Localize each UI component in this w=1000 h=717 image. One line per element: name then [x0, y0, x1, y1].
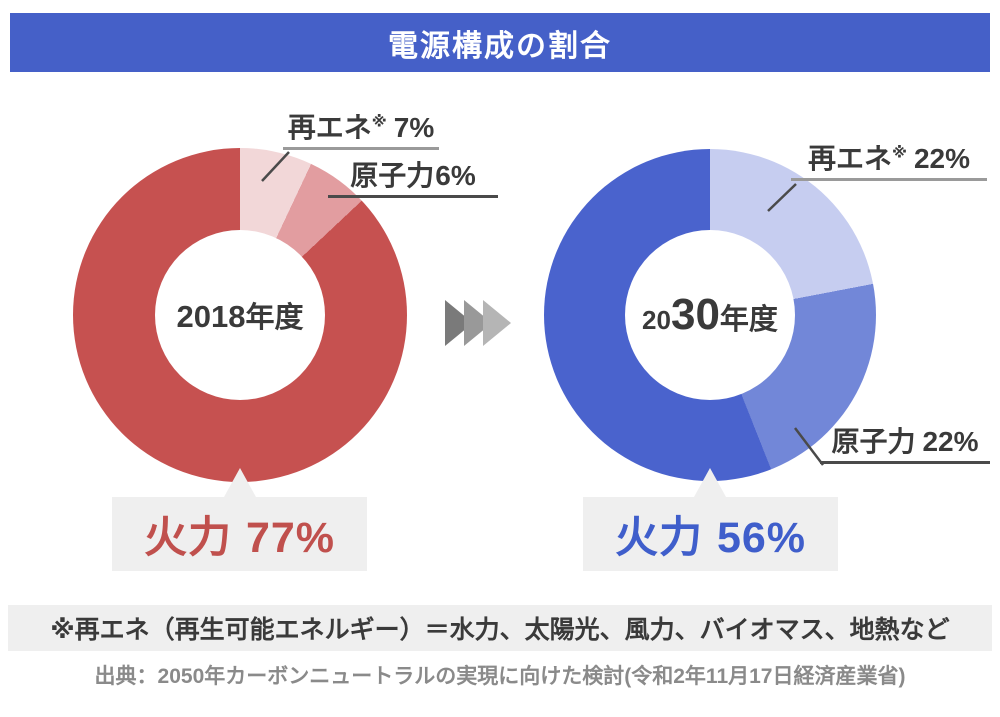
label-renewable-2018: 再エネ※ 7%	[283, 112, 439, 150]
callout-pointer-2018	[224, 468, 256, 497]
label-name: 原子力	[831, 426, 916, 457]
callout-pointer-2030	[694, 468, 726, 497]
center-label-2018: 2018年度	[177, 294, 304, 336]
center-label-2030: 2030年度	[642, 290, 778, 340]
label-value: 22%	[913, 143, 971, 174]
callout-thermal-2030: 火力 56%	[583, 497, 838, 571]
callout-value: 77%	[245, 514, 336, 562]
source-line: 出典：2050年カーボンニュートラルの実現に向けた検討(令和2年11月17日経済…	[0, 657, 1000, 693]
label-nuclear-2018: 原子力6%	[328, 160, 498, 198]
callout-name: 火力	[614, 514, 703, 562]
label-value: 6%	[435, 160, 476, 191]
footnote-box: ※再エネ（再生可能エネルギー）＝水力、太陽光、風力、バイオマス、地熱など	[8, 605, 992, 651]
year-text: 30	[670, 290, 720, 339]
forward-arrows-icon	[445, 300, 515, 346]
label-nuclear-2030: 原子力 22%	[820, 426, 990, 464]
footnote-text: ※再エネ（再生可能エネルギー）＝水力、太陽光、風力、バイオマス、地熱など	[50, 616, 950, 644]
callout-thermal-2018: 火力 77%	[112, 497, 367, 571]
title-bar: 電源構成の割合	[10, 13, 990, 72]
donut-chart-2018: 2018年度	[73, 148, 407, 482]
donut-hole-2018: 2018年度	[155, 230, 325, 400]
reference-mark: ※	[371, 113, 387, 131]
label-name: 再エネ	[287, 112, 372, 143]
year-suffix: 年度	[245, 302, 304, 334]
year-text: 2018	[176, 299, 246, 334]
label-renewable-2030: 再エネ※ 22%	[791, 143, 987, 181]
label-value: 7%	[393, 112, 435, 143]
callout-text: 火力 77%	[144, 503, 335, 565]
chevron-right-icon	[483, 300, 511, 346]
source-text: 出典：2050年カーボンニュートラルの実現に向けた検討(令和2年11月17日経済…	[94, 665, 906, 688]
year-prefix: 20	[642, 305, 671, 335]
callout-name: 火力	[143, 514, 232, 562]
donut-chart-2030: 2030年度	[544, 149, 876, 481]
callout-value: 56%	[716, 514, 807, 562]
label-name: 再エネ	[807, 143, 892, 174]
donut-hole-2030: 2030年度	[625, 230, 795, 400]
callout-text: 火力 56%	[615, 503, 806, 565]
label-name: 原子力	[350, 160, 435, 191]
page-title: 電源構成の割合	[388, 29, 612, 63]
label-value: 22%	[922, 426, 979, 457]
reference-mark: ※	[892, 144, 907, 162]
year-suffix: 年度	[719, 304, 778, 336]
